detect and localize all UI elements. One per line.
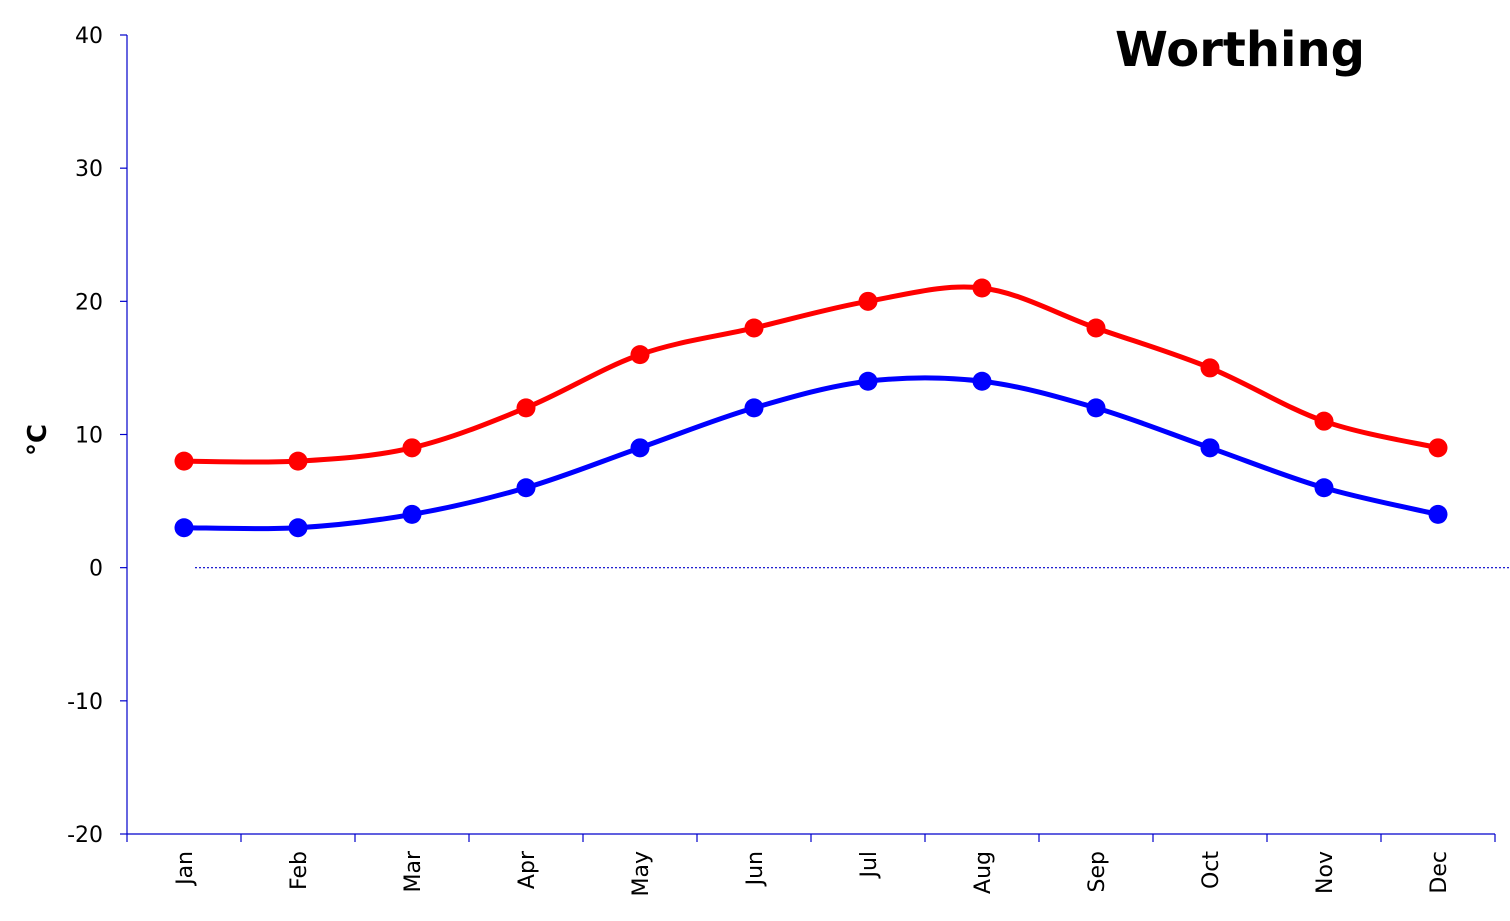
max-temperature-point — [1200, 358, 1220, 378]
x-tick-label: Jun — [743, 851, 768, 887]
max-temperature-point — [858, 291, 878, 311]
min-temperature-point — [288, 518, 308, 538]
max-temperature-point — [516, 398, 536, 418]
y-tick-label: 30 — [75, 157, 103, 182]
max-temperature-point — [402, 438, 422, 458]
min-temperature-point — [858, 371, 878, 391]
y-tick-label: 40 — [75, 24, 103, 49]
x-tick-label: Aug — [971, 851, 996, 894]
y-axis-label: °C — [23, 424, 53, 456]
x-tick-label: Apr — [515, 850, 540, 889]
max-temperature-point — [288, 451, 308, 471]
axes: -20 -10 0 10 20 30 40 Jan Feb Mar Apr May Jun Jul Aug S… — [67, 24, 1510, 896]
x-tick-label: May — [629, 851, 654, 896]
series-group — [174, 278, 1448, 538]
max-temperature-point — [174, 451, 194, 471]
y-tick-label: 20 — [75, 290, 103, 315]
y-tick-label: 10 — [75, 424, 103, 449]
max-temperature-point — [744, 318, 764, 338]
max-temperature-point — [1314, 411, 1334, 431]
x-tick-label: Jan — [173, 851, 198, 887]
x-tick-label: Dec — [1427, 851, 1452, 894]
max-temperature-point — [1086, 318, 1106, 338]
x-tick-label: Oct — [1199, 851, 1224, 889]
min-temperature-point — [1314, 478, 1334, 498]
x-tick-label: Feb — [287, 851, 312, 890]
y-tick-label: 0 — [89, 557, 103, 582]
chart-title: Worthing — [1115, 22, 1365, 78]
x-tick-label: Nov — [1313, 851, 1338, 894]
min-temperature-point — [972, 371, 992, 391]
max-temperature-line — [183, 284, 1439, 465]
y-tick-label: -20 — [67, 823, 103, 848]
min-temperature-point — [174, 518, 194, 538]
max-temperature-point — [972, 278, 992, 298]
min-temperature-line — [183, 375, 1439, 532]
min-temperature-point — [402, 504, 422, 524]
min-temperature-point — [516, 478, 536, 498]
min-temperature-point — [1086, 398, 1106, 418]
min-temperature-point — [1200, 438, 1220, 458]
x-tick-label: Jul — [857, 851, 882, 880]
max-temperature-point — [1428, 438, 1448, 458]
min-temperature-point — [630, 438, 650, 458]
min-temperature-point — [744, 398, 764, 418]
x-tick-label: Sep — [1085, 851, 1110, 892]
y-tick-label: -10 — [67, 690, 103, 715]
max-temperature-point — [630, 345, 650, 365]
min-temperature-point — [1428, 504, 1448, 524]
x-tick-label: Mar — [401, 850, 426, 892]
